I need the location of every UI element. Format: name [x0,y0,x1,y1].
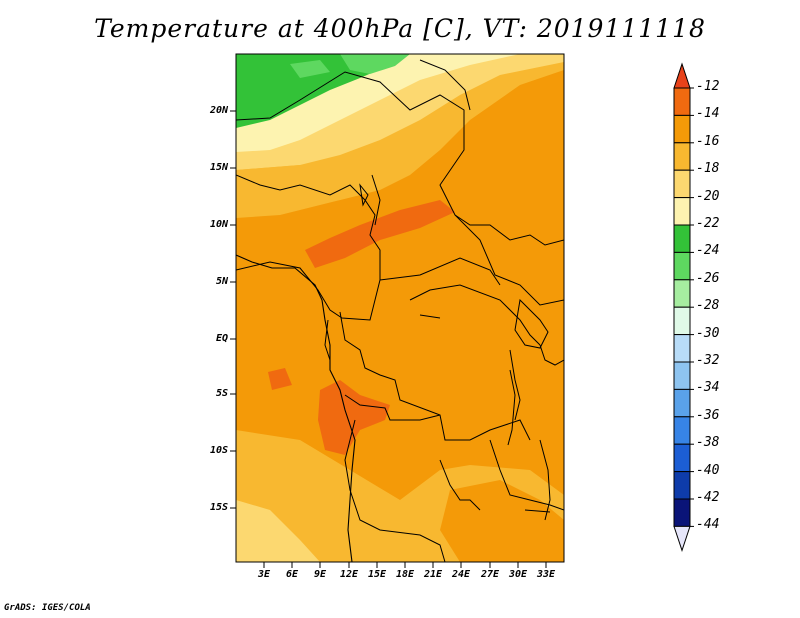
lat-label: EQ [215,333,228,344]
lat-label: 10N [209,219,228,230]
map-frame [235,53,565,563]
field-band-26-24-green-2 [290,60,330,78]
field-band-26-24-green [340,54,410,74]
colorbar-label: -12 [696,79,720,94]
grads-credit: GrADS: IGES/COLA [4,603,91,613]
colorbar-segment [673,361,691,390]
colorbar-label: -22 [696,216,720,231]
colorbar-segment [673,114,691,144]
lon-label: 21E [423,569,443,580]
lon-label: 3E [257,569,271,580]
lon-label: 12E [339,569,359,580]
colorbar-label: -20 [696,188,720,204]
colorbar-label: -40 [696,462,720,478]
colorbar-segment [673,142,691,171]
lat-label: 5N [215,276,228,287]
colorbar-segment [673,279,691,308]
colorbar-label: -16 [696,133,720,149]
field-band-20-18-southwest [236,500,320,562]
colorbar-top-arrow [673,62,691,89]
colorbar-segment [673,416,691,445]
colorbar-segment [673,197,691,226]
coastline [236,254,356,562]
colorbar-segment [673,306,691,336]
field-warm-streak-north [305,200,455,268]
field-warm-patch-central [318,380,390,455]
lat-label: 15S [209,502,228,513]
colorbar-label: -36 [696,407,720,423]
lon-label: 18E [395,569,415,580]
lat-label: 20N [209,105,228,116]
colorbar-label: -38 [696,435,720,451]
colorbar-segment [673,334,691,363]
lakes [359,183,551,521]
colorbar-segment [673,87,691,116]
lon-label: 30E [508,569,528,580]
colorbar-bottom-arrow [673,525,691,552]
colorbar-segment [673,251,691,281]
colorbar-label: -28 [696,298,720,314]
country-borders [236,59,564,562]
lon-label: 33E [536,569,556,580]
field-warm-patch-small [268,368,292,390]
axis-ticks [230,110,547,568]
lon-label: 6E [285,569,299,580]
colorbar-label: -32 [696,353,720,368]
colorbar-label: -34 [696,380,720,396]
lon-label: 27E [480,569,500,580]
colorbar-segment [673,224,691,253]
colorbar-segment [673,498,691,527]
colorbar-label: -42 [696,490,720,505]
colorbar-label: -24 [696,243,720,259]
lon-label: 24E [451,569,471,580]
colorbar-segment [673,388,691,418]
colorbar-segment [673,169,691,199]
colorbar-label: -44 [696,517,720,533]
lat-label: 15N [209,162,228,173]
colorbar-label: -26 [696,270,720,286]
lat-label: 10S [209,445,228,456]
lon-label: 9E [313,569,327,580]
colorbar-label: -14 [696,106,720,122]
lat-label: 5S [215,388,228,399]
colorbar-label: -30 [696,325,720,341]
colorbar-segment [673,471,691,500]
chart-title: Temperature at 400hPa [C], VT: 201911111… [94,14,706,43]
field-band-18-16-west [236,165,360,218]
colorbar-label: -18 [696,161,720,177]
lon-label: 15E [367,569,387,580]
colorbar-segment [673,443,691,473]
